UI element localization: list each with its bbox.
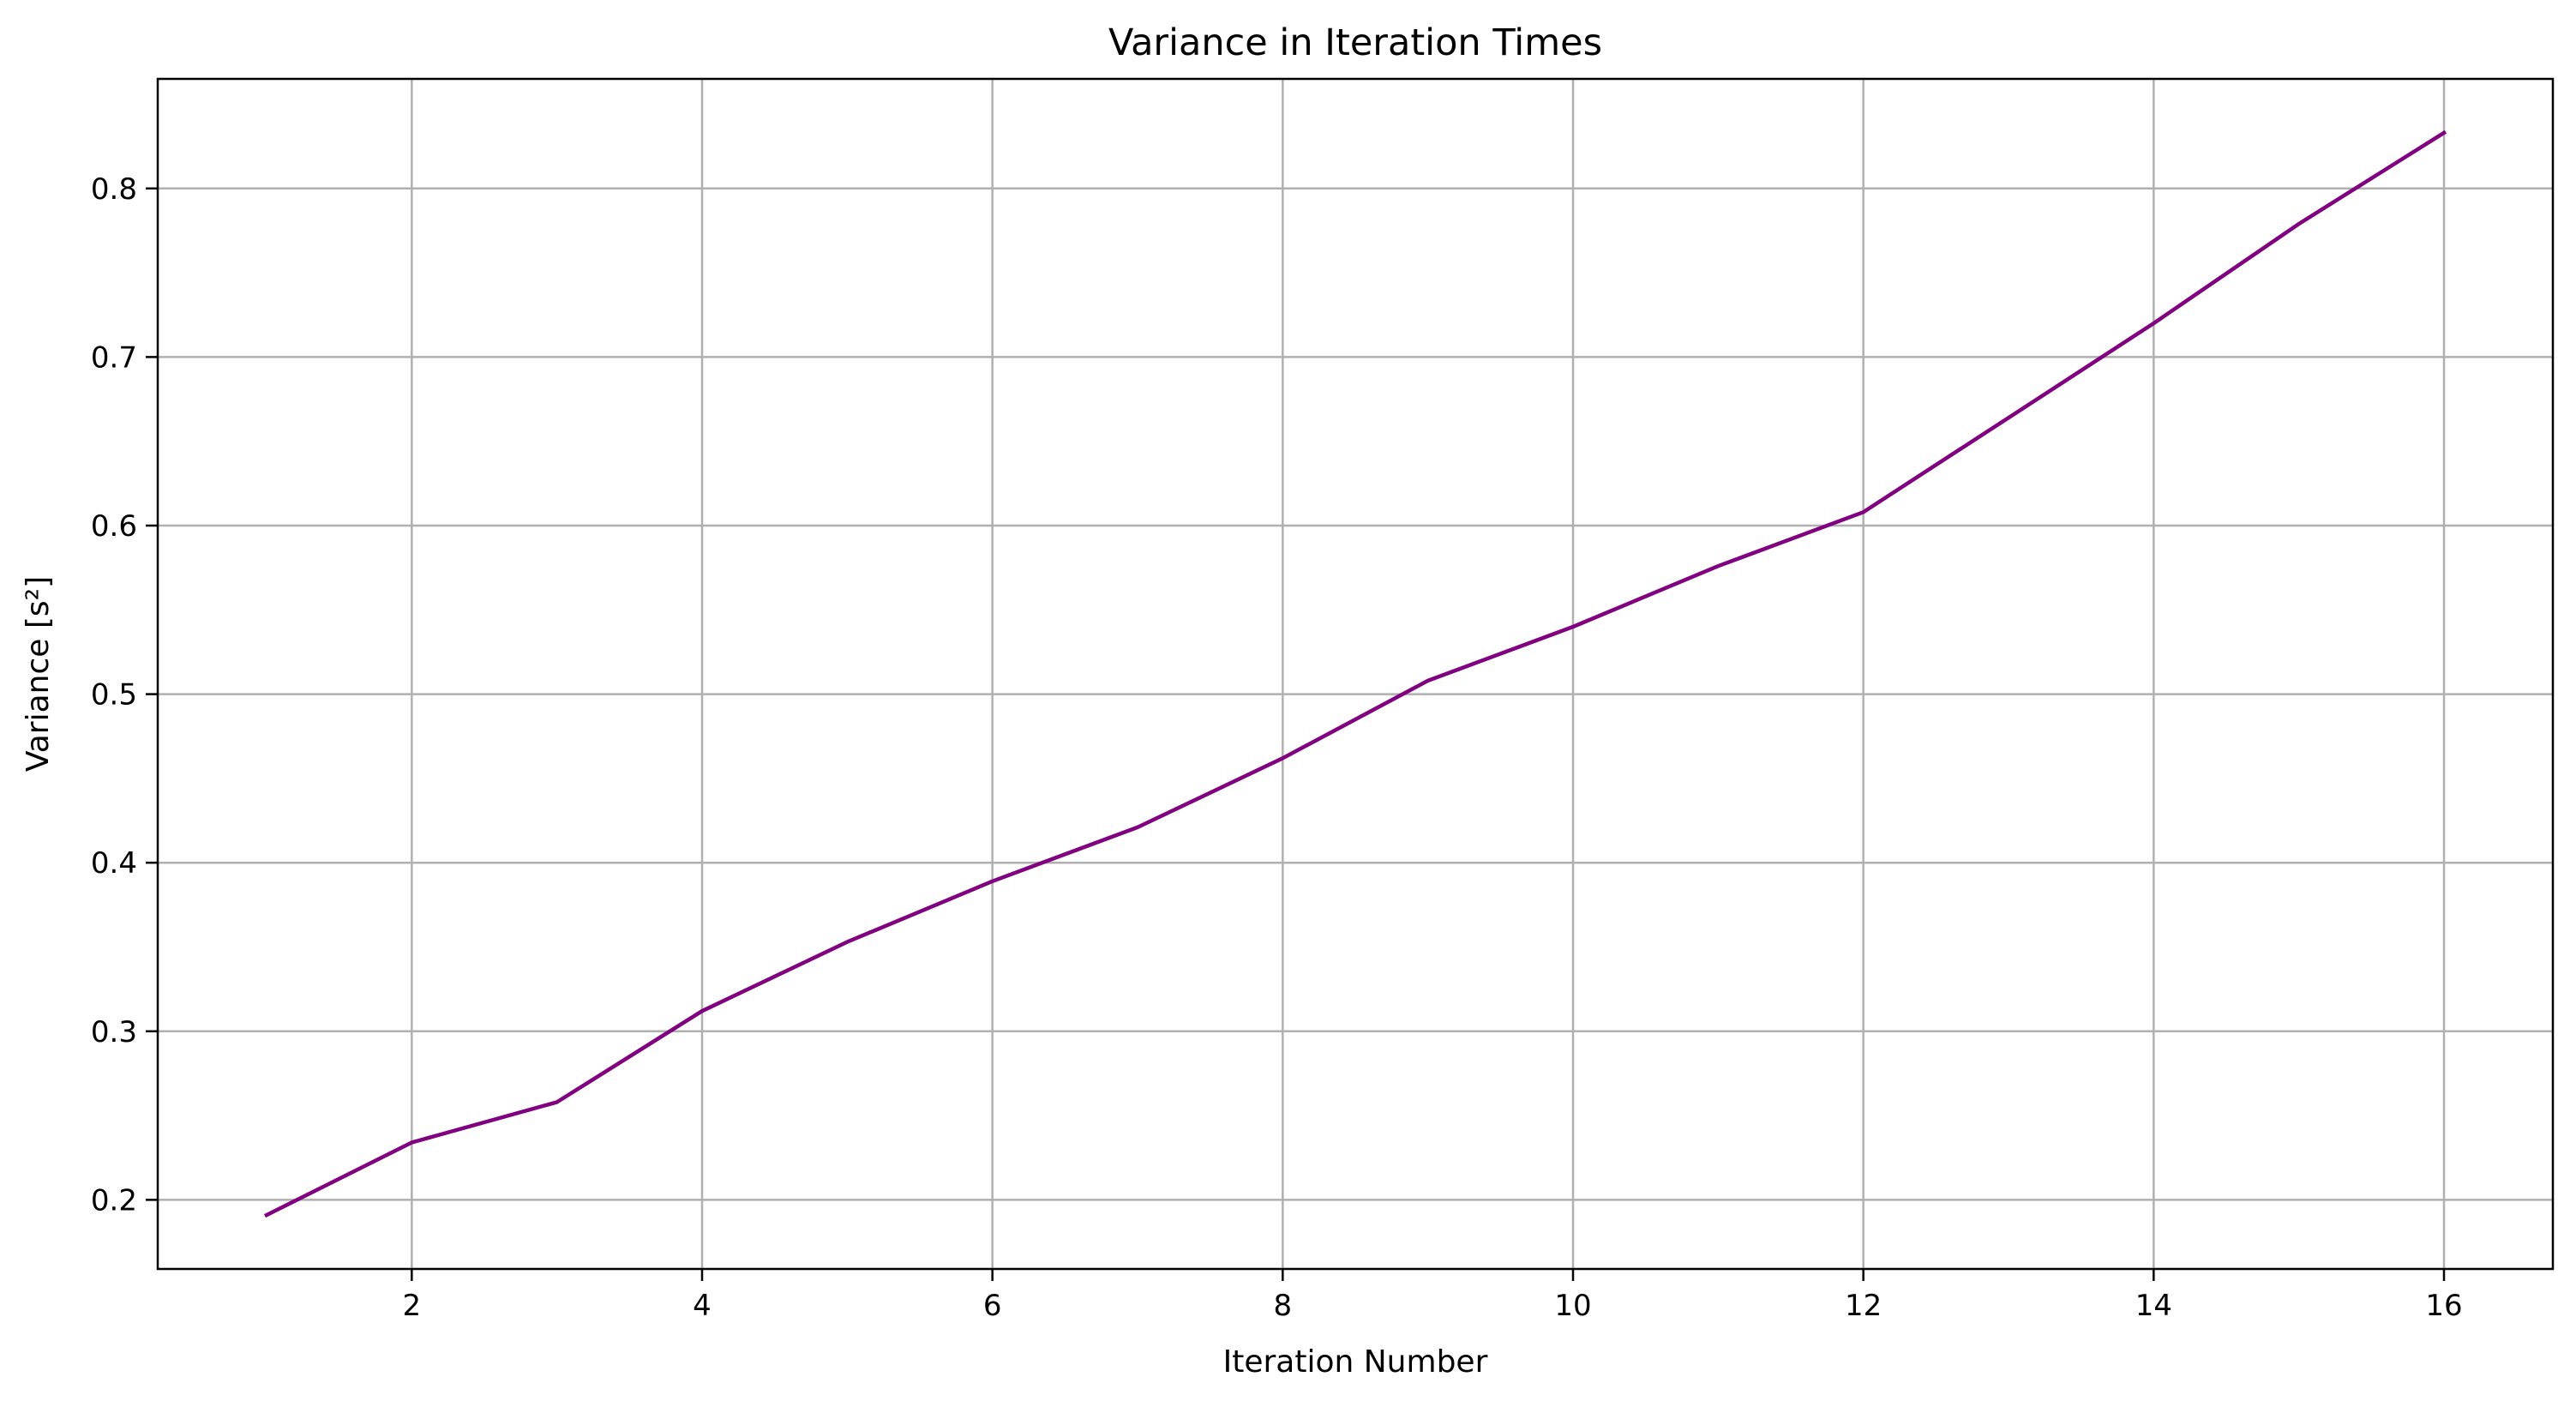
series-line bbox=[263, 129, 2447, 1218]
x-axis-label: Iteration Number bbox=[1223, 1344, 1488, 1380]
y-tick-label: 0.4 bbox=[91, 846, 137, 881]
x-tick-label: 12 bbox=[1845, 1289, 1882, 1323]
x-tick-label: 14 bbox=[2135, 1289, 2172, 1323]
ticks: 2 4 6 8 10 12 14 16 0.2 0.3 0.4 0.5 0.6 0.7 0.8 bbox=[91, 172, 2463, 1323]
chart-title: Variance in Iteration Times bbox=[1108, 21, 1602, 64]
x-tick-label: 8 bbox=[1274, 1289, 1293, 1323]
y-axis-label: Variance [s²] bbox=[21, 576, 56, 772]
y-tick-label: 0.8 bbox=[91, 172, 137, 207]
y-tick-label: 0.6 bbox=[91, 509, 137, 544]
y-tick-label: 0.7 bbox=[91, 340, 137, 375]
x-tick-label: 10 bbox=[1554, 1289, 1591, 1323]
y-tick-label: 0.3 bbox=[91, 1015, 137, 1049]
y-tick-label: 0.2 bbox=[91, 1183, 137, 1218]
x-tick-label: 6 bbox=[983, 1289, 1002, 1323]
x-tick-label: 16 bbox=[2425, 1289, 2462, 1323]
y-tick-label: 0.5 bbox=[91, 678, 137, 713]
x-tick-label: 4 bbox=[693, 1289, 712, 1323]
grid bbox=[158, 79, 2553, 1269]
series-layer bbox=[263, 129, 2447, 1218]
plot-frame bbox=[156, 77, 2555, 1271]
x-tick-label: 2 bbox=[403, 1289, 422, 1323]
